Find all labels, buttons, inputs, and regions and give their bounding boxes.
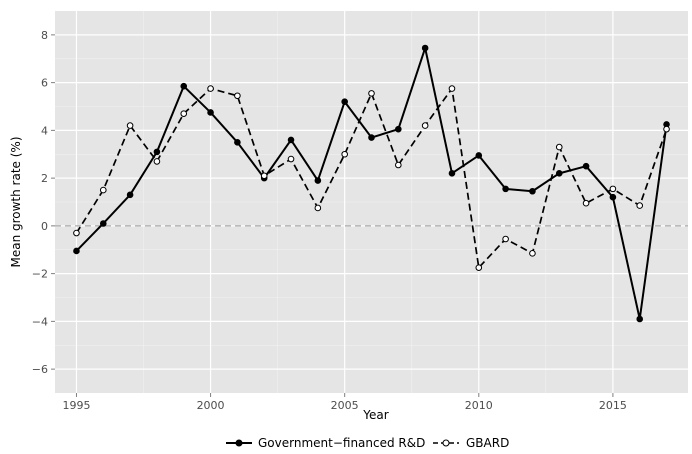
- legend-key-gbard-marker: [442, 439, 450, 447]
- x-axis-ticks: 1995 2000 2005 2010 2015: [62, 393, 627, 412]
- data-point-gbard: [234, 92, 241, 100]
- data-point-gbard: [448, 85, 456, 92]
- data-point-gbard: [609, 185, 617, 193]
- y-tick-label: 6: [41, 77, 48, 90]
- y-tick-label: −4: [32, 315, 48, 328]
- data-point-government-rd: [73, 247, 80, 255]
- grid-minor: [55, 11, 688, 393]
- data-point-gbard: [663, 125, 670, 133]
- data-point-gbard: [153, 158, 161, 165]
- data-point-gbard: [368, 90, 375, 97]
- data-point-government-rd: [421, 44, 429, 52]
- data-point-government-rd: [207, 109, 214, 116]
- data-point-government-rd: [502, 185, 509, 193]
- data-point-gbard: [73, 229, 80, 237]
- data-point-gbard: [287, 155, 295, 163]
- y-tick-label: 4: [41, 124, 48, 137]
- data-point-government-rd: [341, 98, 348, 106]
- y-tick-label: 2: [41, 172, 48, 185]
- data-point-government-rd: [448, 170, 456, 177]
- legend-label-gbard: GBARD: [466, 436, 509, 450]
- legend: Government−financed R&D GBARD: [226, 436, 509, 450]
- y-tick-label: 8: [41, 29, 48, 42]
- data-point-government-rd: [395, 125, 402, 133]
- data-point-gbard: [341, 150, 348, 158]
- data-point-government-rd: [314, 177, 322, 184]
- x-tick-label: 2010: [465, 399, 493, 412]
- data-point-gbard: [99, 186, 107, 194]
- y-axis-title: Mean growth rate (%): [9, 136, 23, 267]
- data-point-gbard: [395, 161, 402, 169]
- data-point-gbard: [636, 202, 644, 209]
- data-point-gbard: [314, 204, 322, 212]
- x-tick-label: 2005: [331, 399, 359, 412]
- x-tick-label: 1995: [62, 399, 90, 412]
- x-axis-title: Year: [362, 408, 388, 422]
- data-point-government-rd: [636, 315, 644, 323]
- y-tick-label: −2: [32, 268, 48, 281]
- data-point-government-rd: [180, 82, 188, 90]
- data-point-gbard: [421, 122, 429, 129]
- data-point-government-rd: [126, 191, 134, 199]
- data-point-government-rd: [234, 139, 241, 146]
- data-point-government-rd: [555, 170, 563, 177]
- legend-label-government-rd: Government−financed R&D: [258, 436, 425, 450]
- data-point-government-rd: [368, 134, 375, 141]
- legend-item-gbard: GBARD: [433, 436, 509, 450]
- data-point-gbard: [529, 250, 536, 257]
- data-point-gbard: [126, 122, 134, 129]
- data-point-government-rd: [475, 152, 483, 159]
- legend-item-government-rd: Government−financed R&D: [226, 436, 425, 450]
- data-point-gbard: [260, 172, 268, 180]
- data-point-government-rd: [582, 162, 590, 170]
- data-point-gbard: [555, 143, 563, 151]
- data-point-government-rd: [153, 148, 161, 156]
- data-point-government-rd: [99, 220, 107, 227]
- y-tick-label: −6: [32, 363, 48, 376]
- data-point-gbard: [502, 235, 509, 243]
- data-point-government-rd: [529, 187, 536, 195]
- data-point-government-rd: [609, 193, 617, 201]
- data-point-government-rd: [287, 136, 295, 144]
- x-tick-label: 2000: [197, 399, 225, 412]
- data-point-gbard: [582, 199, 590, 207]
- grid-major: [55, 11, 688, 393]
- series-layer: [73, 44, 670, 323]
- series-line-gbard: [75, 87, 668, 269]
- y-tick-label: 0: [41, 220, 48, 233]
- data-point-gbard: [180, 110, 188, 117]
- x-tick-label: 2015: [599, 399, 627, 412]
- y-axis-ticks: −6 −4 −2 0 2 4 6 8: [32, 29, 55, 376]
- data-point-gbard: [207, 85, 214, 92]
- legend-key-government-rd-marker: [235, 439, 243, 447]
- data-point-gbard: [475, 264, 483, 271]
